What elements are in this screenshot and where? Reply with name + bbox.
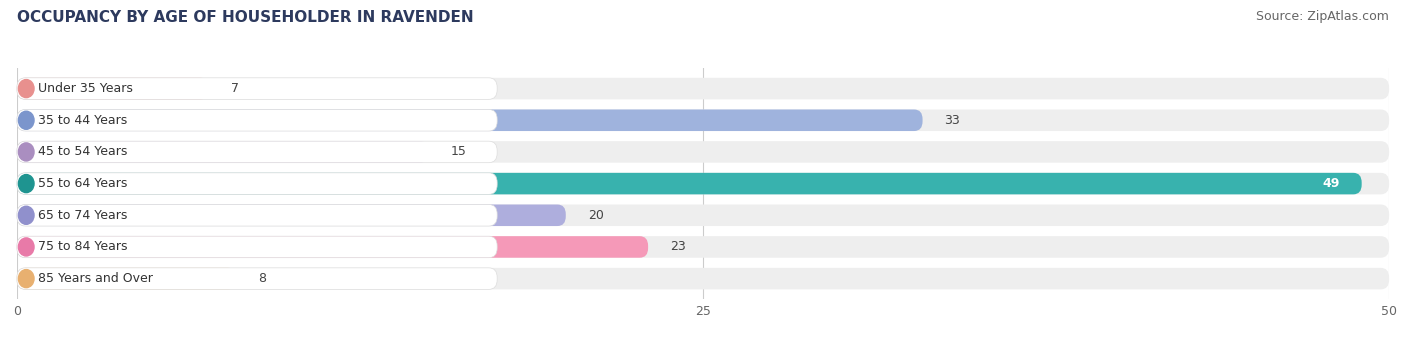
Circle shape (18, 206, 34, 224)
FancyBboxPatch shape (17, 173, 1389, 194)
Text: 15: 15 (450, 146, 467, 158)
FancyBboxPatch shape (17, 204, 498, 226)
FancyBboxPatch shape (17, 141, 498, 163)
Circle shape (18, 174, 34, 193)
FancyBboxPatch shape (17, 236, 498, 258)
FancyBboxPatch shape (17, 204, 1389, 226)
Text: Under 35 Years: Under 35 Years (38, 82, 132, 95)
Circle shape (18, 143, 34, 161)
Text: 23: 23 (671, 240, 686, 253)
Text: 35 to 44 Years: 35 to 44 Years (38, 114, 127, 127)
Text: 8: 8 (259, 272, 266, 285)
Text: 65 to 74 Years: 65 to 74 Years (38, 209, 127, 222)
Text: 7: 7 (231, 82, 239, 95)
FancyBboxPatch shape (17, 173, 498, 194)
Text: 20: 20 (588, 209, 603, 222)
FancyBboxPatch shape (17, 78, 1389, 99)
Text: 75 to 84 Years: 75 to 84 Years (38, 240, 128, 253)
Circle shape (18, 270, 34, 288)
FancyBboxPatch shape (17, 141, 1389, 163)
Text: 49: 49 (1323, 177, 1340, 190)
Text: 55 to 64 Years: 55 to 64 Years (38, 177, 127, 190)
Circle shape (18, 80, 34, 98)
FancyBboxPatch shape (17, 78, 209, 99)
Circle shape (18, 111, 34, 129)
FancyBboxPatch shape (17, 78, 498, 99)
FancyBboxPatch shape (17, 236, 648, 258)
FancyBboxPatch shape (17, 109, 1389, 131)
FancyBboxPatch shape (17, 109, 922, 131)
Text: OCCUPANCY BY AGE OF HOUSEHOLDER IN RAVENDEN: OCCUPANCY BY AGE OF HOUSEHOLDER IN RAVEN… (17, 10, 474, 25)
FancyBboxPatch shape (17, 109, 498, 131)
FancyBboxPatch shape (17, 236, 1389, 258)
Text: 33: 33 (945, 114, 960, 127)
FancyBboxPatch shape (17, 268, 1389, 289)
FancyBboxPatch shape (17, 268, 498, 289)
Circle shape (18, 238, 34, 256)
Text: 45 to 54 Years: 45 to 54 Years (38, 146, 127, 158)
Text: Source: ZipAtlas.com: Source: ZipAtlas.com (1256, 10, 1389, 23)
FancyBboxPatch shape (17, 173, 1361, 194)
Text: 85 Years and Over: 85 Years and Over (38, 272, 153, 285)
FancyBboxPatch shape (17, 141, 429, 163)
FancyBboxPatch shape (17, 204, 565, 226)
FancyBboxPatch shape (17, 268, 236, 289)
